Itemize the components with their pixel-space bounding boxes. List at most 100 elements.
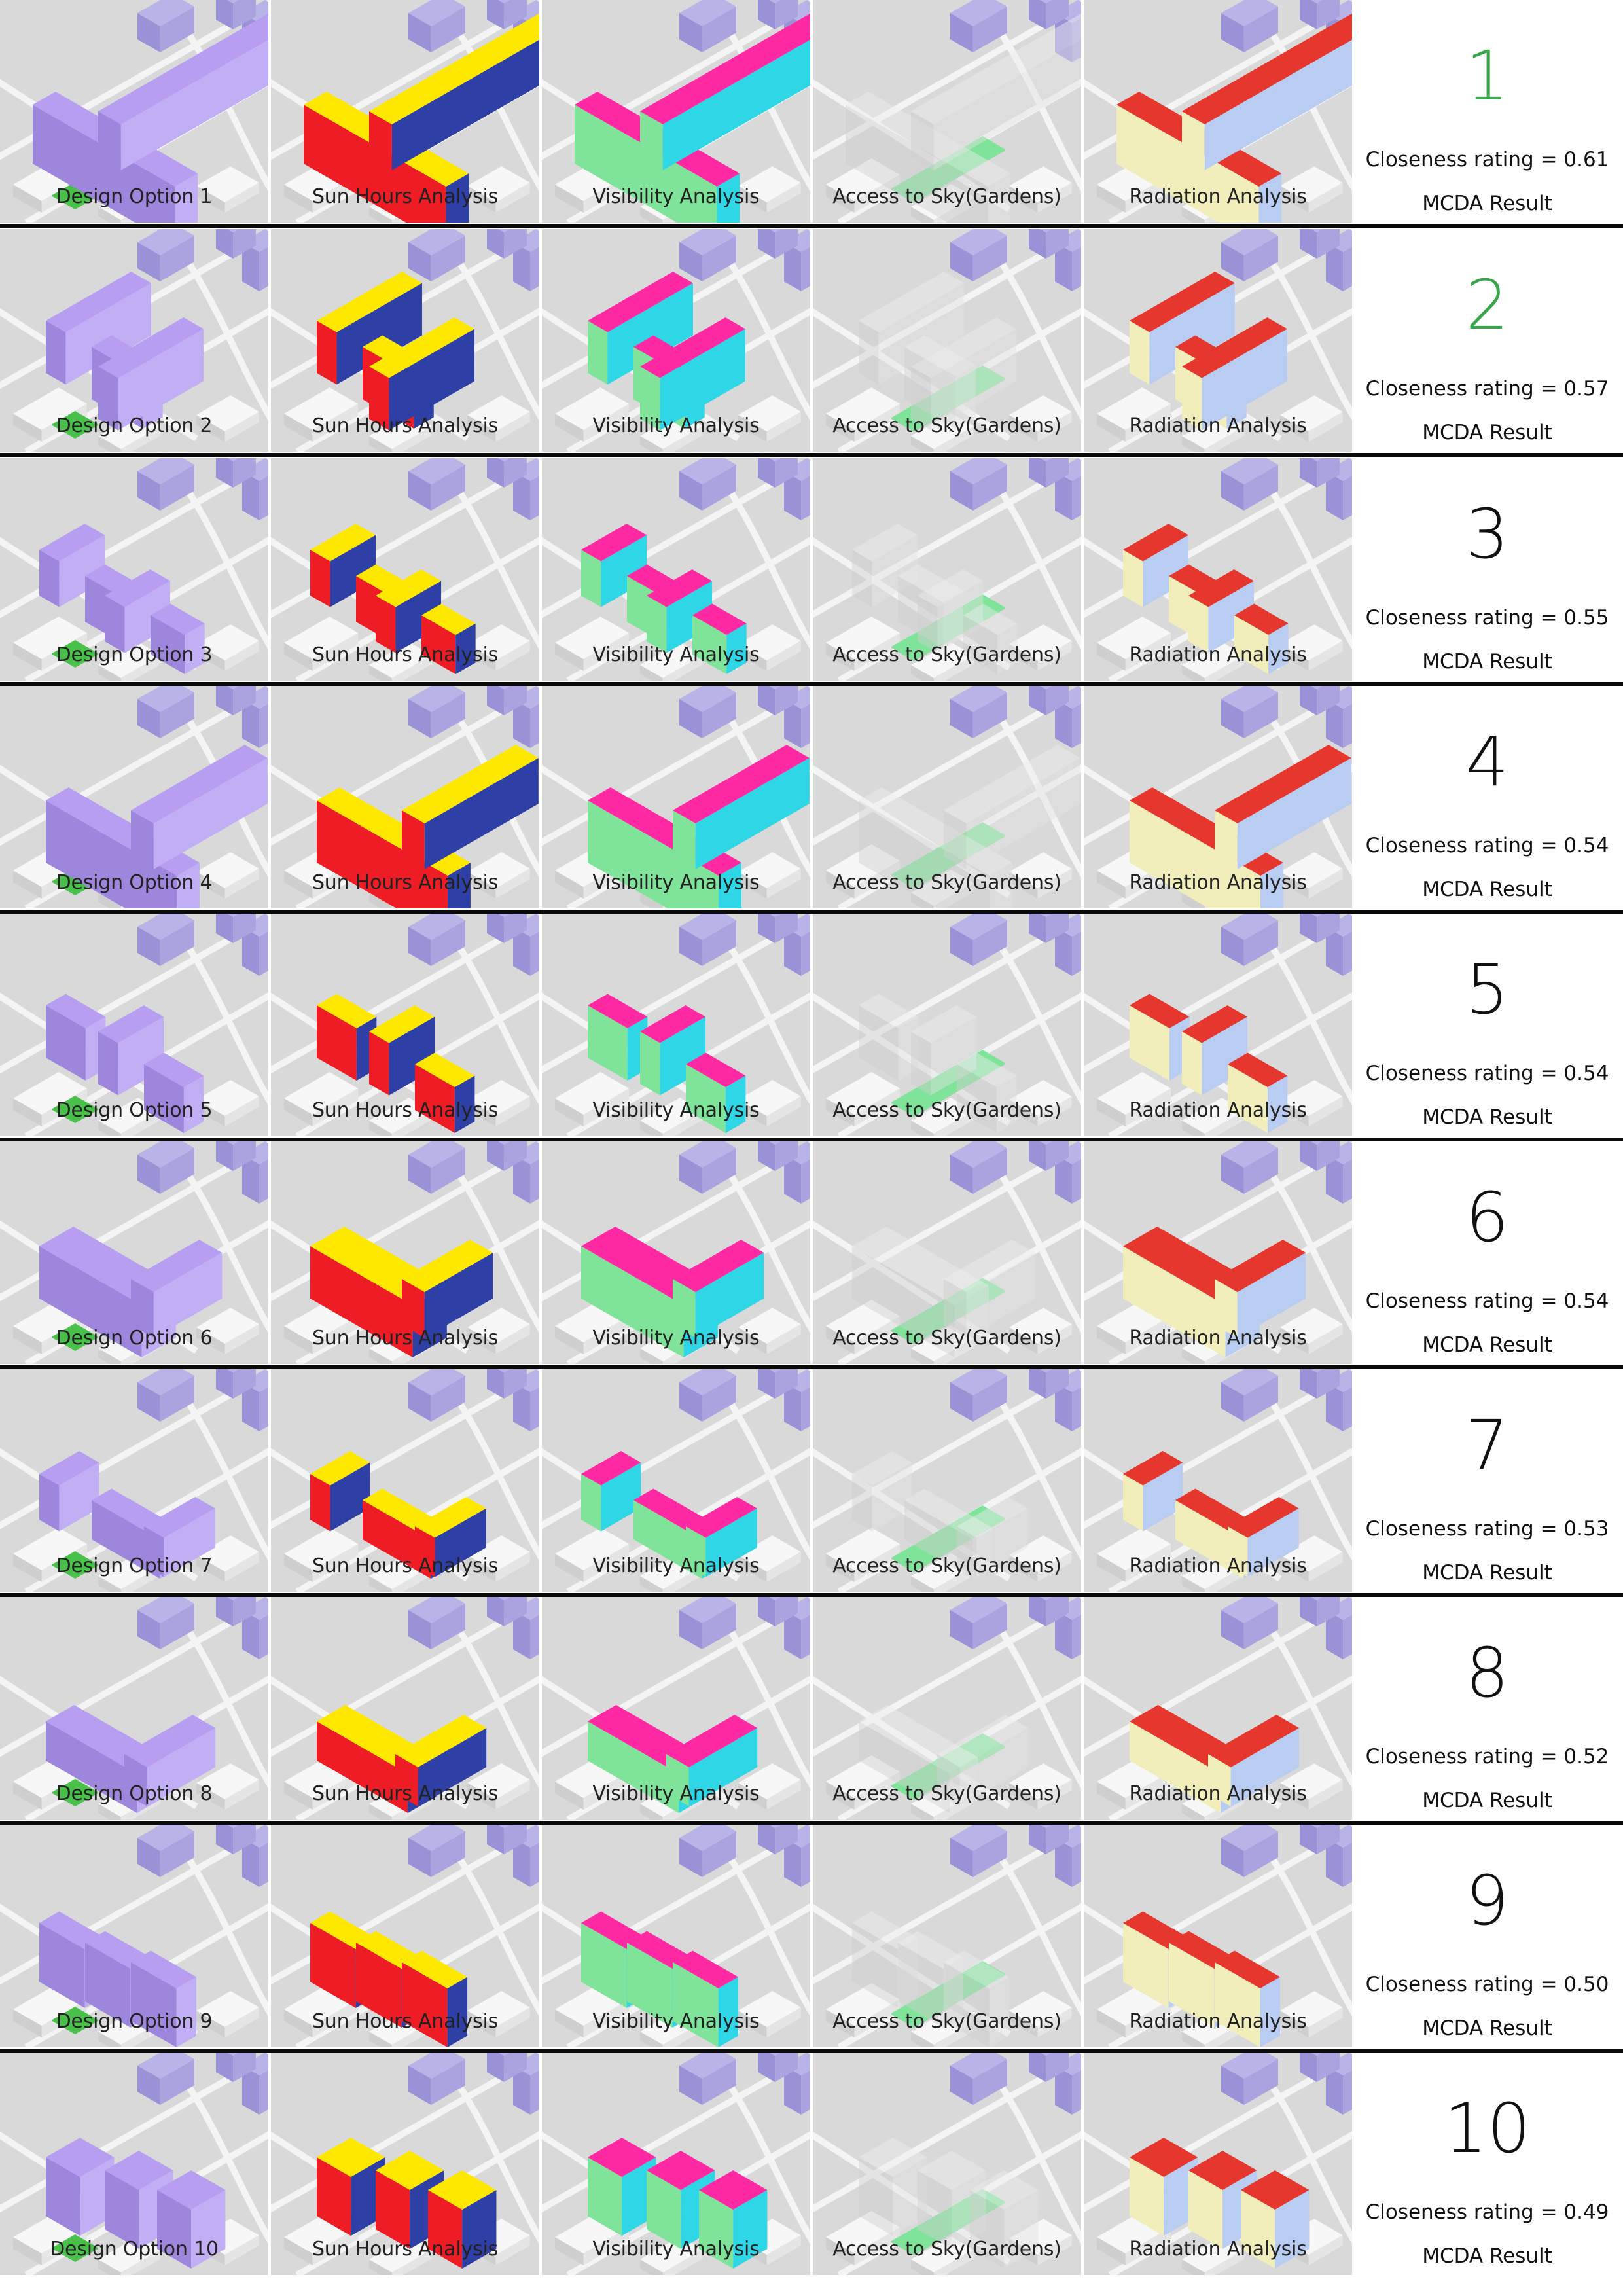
context-block bbox=[1009, 624, 1072, 671]
massing bbox=[859, 1705, 1029, 1813]
context-block bbox=[467, 166, 530, 213]
massing-diagram bbox=[542, 229, 810, 452]
context-block bbox=[1280, 1763, 1343, 1810]
rank-number: 8 bbox=[1465, 1633, 1509, 1713]
closeness-rating: Closeness rating = 0.49 bbox=[1365, 2200, 1609, 2224]
context-block-purple bbox=[137, 914, 194, 966]
context-buildings bbox=[284, 914, 539, 1136]
design-option-label: Design Option 1 bbox=[56, 185, 213, 208]
context-block-purple bbox=[758, 1597, 798, 1626]
context-block-purple bbox=[408, 1369, 465, 1422]
context-block-purple bbox=[408, 0, 465, 52]
radiation-label: Radiation Analysis bbox=[1129, 1554, 1307, 1577]
context-block-purple bbox=[1300, 0, 1340, 29]
context-block-purple bbox=[1029, 914, 1069, 943]
rank-number: 2 bbox=[1465, 265, 1509, 345]
access-to-sky-label: Access to Sky(Gardens) bbox=[832, 871, 1061, 894]
building-mass bbox=[402, 745, 539, 869]
context-block-purple bbox=[487, 1369, 527, 1399]
massing bbox=[852, 1451, 1028, 1579]
massing bbox=[1130, 994, 1288, 1133]
massing-diagram bbox=[0, 2053, 268, 2275]
context-buildings bbox=[284, 1597, 539, 1820]
massing bbox=[317, 1705, 487, 1813]
massing bbox=[39, 1911, 197, 2047]
context-block-purple bbox=[1055, 1597, 1081, 1659]
massing bbox=[46, 994, 204, 1133]
visibility-panel: Visibility Analysis bbox=[542, 914, 810, 1136]
building-mass bbox=[317, 272, 422, 385]
context-buildings bbox=[555, 229, 810, 452]
context-buildings bbox=[826, 2053, 1081, 2275]
context-buildings bbox=[826, 0, 1081, 223]
context-buildings bbox=[826, 1825, 1081, 2047]
row-separator bbox=[0, 682, 1623, 686]
context-block bbox=[826, 158, 901, 213]
massing-diagram bbox=[813, 686, 1081, 908]
access-to-sky-panel: Access to Sky(Gardens) bbox=[813, 1825, 1081, 2047]
context-block bbox=[911, 2236, 974, 2275]
context-block-purple bbox=[487, 1597, 527, 1626]
massing bbox=[1130, 272, 1287, 431]
building-mass bbox=[904, 1488, 993, 1579]
massing bbox=[310, 1451, 486, 1579]
building-mass bbox=[1182, 317, 1287, 431]
sun-hours-panel: Sun Hours Analysis bbox=[271, 1141, 539, 1364]
massing bbox=[575, 13, 810, 223]
radiation-label: Radiation Analysis bbox=[1129, 185, 1307, 208]
building-mass bbox=[963, 603, 1018, 674]
context-block bbox=[738, 166, 801, 213]
mcda-result: 3 Closeness rating = 0.55 MCDA Result bbox=[1351, 458, 1623, 681]
context-buildings bbox=[13, 914, 268, 1136]
access-to-sky-panel: Access to Sky(Gardens) bbox=[813, 1141, 1081, 1364]
context-block bbox=[369, 642, 432, 681]
option-row: Design Option 1 Sun Hours Analysis Visibil… bbox=[0, 0, 1623, 223]
radiation-panel: Radiation Analysis bbox=[1084, 0, 1352, 223]
mcda-result: 7 Closeness rating = 0.53 MCDA Result bbox=[1351, 1369, 1623, 1592]
context-block bbox=[98, 2236, 161, 2275]
context-block-purple bbox=[1029, 0, 1069, 29]
context-block bbox=[1097, 1528, 1171, 1582]
building-mass bbox=[131, 1240, 223, 1338]
context-block-purple bbox=[137, 1369, 194, 1422]
sun-hours-label: Sun Hours Analysis bbox=[312, 871, 499, 894]
context-block-purple bbox=[513, 1825, 539, 1887]
building-mass bbox=[666, 1715, 758, 1806]
building-mass bbox=[369, 13, 539, 170]
context-buildings bbox=[826, 1597, 1081, 1820]
context-block-purple bbox=[950, 2053, 1007, 2105]
design-option-panel: Design Option 5 bbox=[0, 914, 268, 1136]
context-block bbox=[1009, 166, 1072, 213]
massing-diagram bbox=[0, 686, 268, 908]
radiation-label: Radiation Analysis bbox=[1129, 1327, 1307, 1350]
building-mass bbox=[1123, 524, 1189, 607]
context-block-purple bbox=[1029, 229, 1069, 259]
building-mass bbox=[1215, 1240, 1306, 1338]
visibility-label: Visibility Analysis bbox=[592, 1099, 760, 1122]
context-block-purple bbox=[487, 1825, 527, 1854]
context-block bbox=[555, 617, 630, 671]
massing bbox=[317, 994, 475, 1133]
massing-diagram bbox=[0, 1597, 268, 1820]
context-block-purple bbox=[487, 0, 527, 29]
building-mass bbox=[588, 272, 693, 385]
massing bbox=[1130, 745, 1351, 908]
context-block bbox=[1182, 2236, 1245, 2275]
building-mass bbox=[673, 1950, 739, 2047]
context-block bbox=[1280, 166, 1343, 213]
massing-diagram bbox=[813, 1369, 1081, 1592]
building-mass bbox=[157, 2170, 226, 2269]
closeness-rating: Closeness rating = 0.50 bbox=[1365, 1973, 1609, 1996]
massing bbox=[46, 1705, 216, 1813]
garden-area bbox=[52, 1323, 98, 1351]
radiation-panel: Radiation Analysis bbox=[1084, 229, 1352, 452]
design-option-panel: Design Option 10 bbox=[0, 2053, 268, 2275]
massing bbox=[588, 272, 745, 431]
design-option-label: Design Option 5 bbox=[56, 1099, 213, 1122]
context-block-purple bbox=[216, 686, 256, 715]
massing-diagram bbox=[542, 914, 810, 1136]
building-mass bbox=[911, 13, 1081, 170]
building-mass bbox=[376, 2151, 444, 2249]
access-to-sky-panel: Access to Sky(Gardens) bbox=[813, 1369, 1081, 1592]
building-mass bbox=[1188, 569, 1255, 653]
